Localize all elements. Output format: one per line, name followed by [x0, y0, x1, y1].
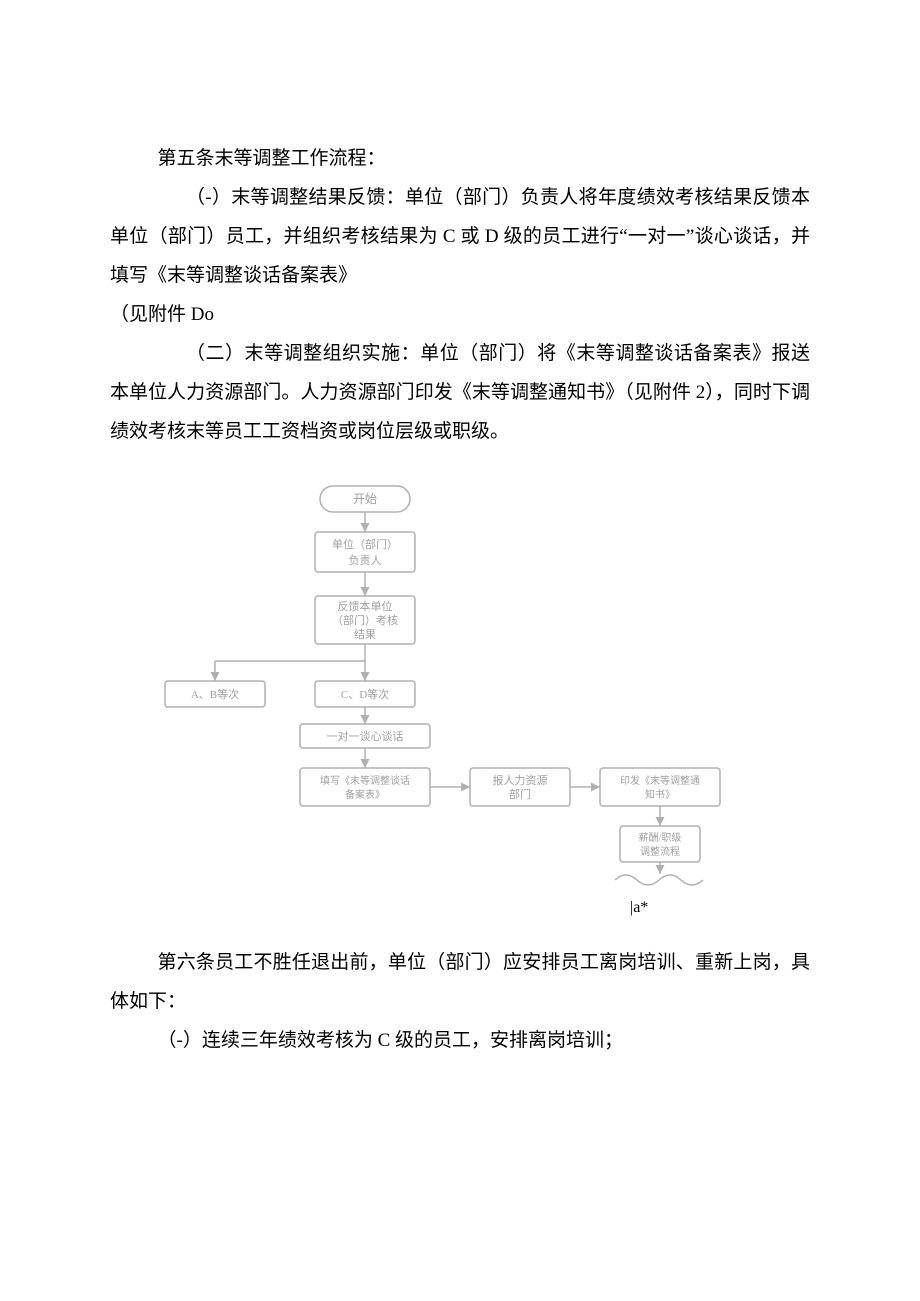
node-start-label: 开始 [353, 492, 377, 506]
node-end [615, 875, 703, 885]
node-manager-l2: 负责人 [349, 553, 382, 567]
flowchart-container: 开始 单位（部门） 负责人 反馈本单位 （部门）考核 结果 A、B等次 C、D等… [110, 476, 810, 925]
node-form-l1: 填写《末等调整谈话 [320, 774, 410, 787]
node-ab-label: A、B等次 [191, 687, 239, 701]
flowchart-svg: 开始 单位（部门） 负责人 反馈本单位 （部门）考核 结果 A、B等次 C、D等… [140, 476, 750, 896]
paragraph-item1: （-）末等调整结果反馈：单位（部门）负责人将年度绩效考核结果反馈本单位（部门）员… [110, 179, 810, 296]
node-cd-label: C、D等次 [341, 687, 389, 701]
node-feedback-l3: 结果 [354, 628, 376, 641]
node-notice-l2: 知书》 [645, 788, 675, 801]
paragraph-annex1: （见附件 Do [110, 296, 810, 335]
paragraph-item2: （二）末等调整组织实施：单位（部门）将《末等调整谈话备案表》报送本单位人力资源部… [110, 335, 810, 452]
node-hr-l1: 报人力资源 [493, 773, 548, 787]
node-adjust-l2: 调整流程 [640, 845, 680, 858]
paragraph-article5-title: 第五条末等调整工作流程： [110, 140, 810, 179]
flowchart-caption: |a* [630, 892, 810, 925]
paragraph-article6-item1: （-）连续三年绩效考核为 C 级的员工，安排离岗培训； [110, 1022, 810, 1061]
node-manager-l1: 单位（部门） [332, 537, 398, 551]
node-form-l2: 备案表》 [345, 788, 385, 801]
node-feedback-l2: （部门）考核 [332, 613, 398, 627]
paragraph-article6: 第六条员工不胜任退出前，单位（部门）应安排员工离岗培训、重新上岗，具体如下： [110, 944, 810, 1022]
node-hr-l2: 部门 [509, 787, 531, 801]
node-talk-label: 一对一谈心谈话 [327, 729, 404, 743]
node-notice-l1: 印发《末等调整通 [620, 774, 700, 787]
node-adjust-l1: 薪酬/职级 [639, 832, 682, 844]
node-feedback-l1: 反馈本单位 [338, 599, 393, 613]
